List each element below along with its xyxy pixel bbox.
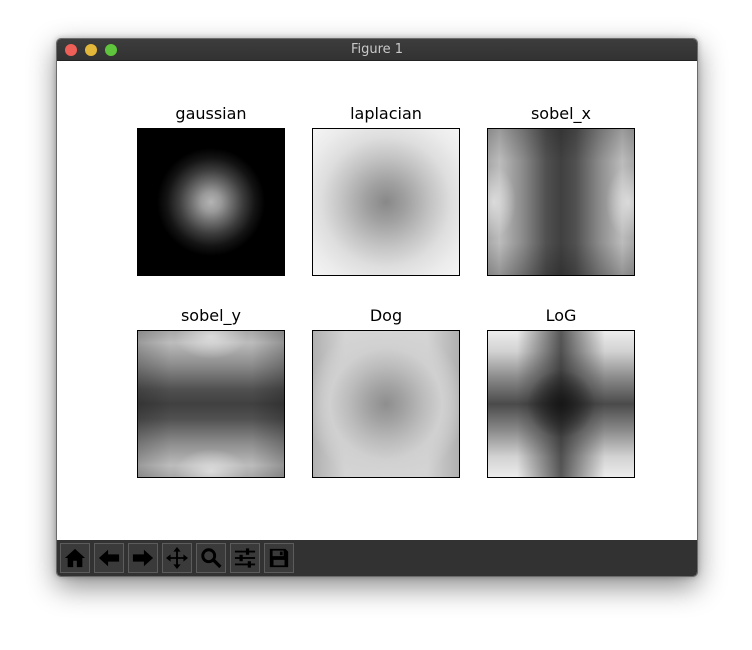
zoom-magnifier-icon bbox=[201, 548, 222, 569]
image-axes-gaussian[interactable] bbox=[137, 128, 285, 276]
configure-subplots-button[interactable] bbox=[230, 543, 260, 573]
back-button[interactable] bbox=[94, 543, 124, 573]
figure-canvas[interactable]: gaussian laplacian sobel_x sobel_y Dog L… bbox=[57, 61, 697, 540]
home-icon bbox=[64, 548, 86, 568]
close-window-button[interactable] bbox=[65, 44, 77, 56]
subplot-title: LoG bbox=[545, 306, 577, 325]
maximize-window-button[interactable] bbox=[105, 44, 117, 56]
home-button[interactable] bbox=[60, 543, 90, 573]
configure-subplots-icon bbox=[234, 548, 256, 568]
subplot-title: sobel_x bbox=[530, 104, 592, 123]
subplot-title: sobel_y bbox=[180, 306, 242, 325]
save-button[interactable] bbox=[264, 543, 294, 573]
figure-window: Figure 1 gaussian laplacian sobel_x sobe… bbox=[56, 38, 698, 577]
window-title: Figure 1 bbox=[350, 42, 404, 57]
subplot-title: Dog bbox=[369, 306, 403, 325]
subplot-title: laplacian bbox=[350, 104, 422, 123]
subplot-title: gaussian bbox=[175, 104, 247, 123]
back-arrow-icon bbox=[98, 549, 120, 567]
image-axes-sobel-y[interactable] bbox=[137, 330, 285, 478]
save-floppy-icon bbox=[269, 548, 289, 568]
image-axes-sobel-x[interactable] bbox=[487, 128, 635, 276]
image-axes-log[interactable] bbox=[487, 330, 635, 478]
pan-move-icon bbox=[166, 547, 188, 569]
image-axes-laplacian[interactable] bbox=[312, 128, 460, 276]
forward-arrow-icon bbox=[132, 549, 154, 567]
pan-button[interactable] bbox=[162, 543, 192, 573]
navigation-toolbar bbox=[57, 540, 697, 576]
image-axes-dog[interactable] bbox=[312, 330, 460, 478]
forward-button[interactable] bbox=[128, 543, 158, 573]
zoom-button[interactable] bbox=[196, 543, 226, 573]
title-bar[interactable]: Figure 1 bbox=[57, 39, 697, 61]
minimize-window-button[interactable] bbox=[85, 44, 97, 56]
